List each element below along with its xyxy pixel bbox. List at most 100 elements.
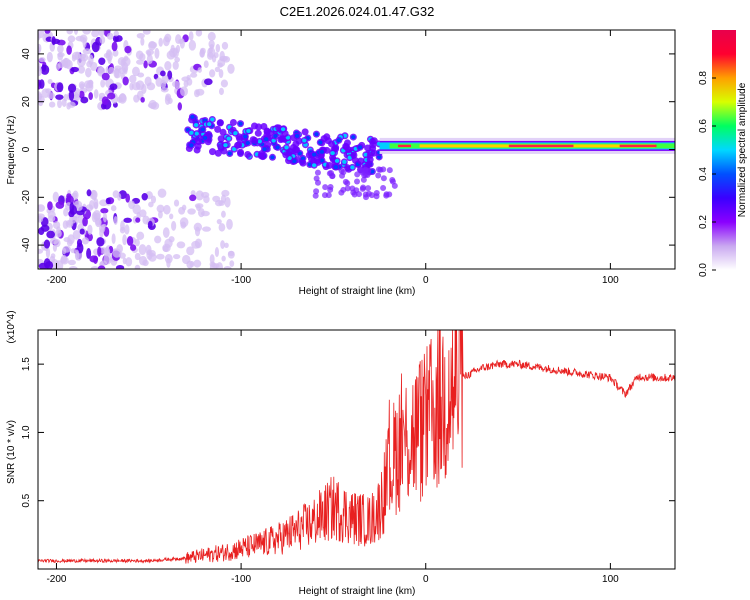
spectrogram-signal-blob <box>362 166 369 173</box>
spectrogram-signal-core <box>318 140 323 145</box>
spectrogram-signal-blob <box>237 148 245 156</box>
spectrogram-xtick-label: 0 <box>423 275 429 286</box>
spectrogram-noise-blob <box>206 51 214 60</box>
spectrogram-signal-blob <box>263 127 271 135</box>
spectrogram-noise-blob <box>223 266 232 269</box>
spectrogram-noise-blob <box>77 65 86 74</box>
spectrogram-noise-blob <box>164 238 173 248</box>
spectrogram-signal-core <box>189 130 194 135</box>
spectrogram-noise-blob <box>195 30 203 37</box>
spectrogram-signal-core <box>351 135 356 140</box>
spectrogram-xtick-label: -100 <box>231 275 251 286</box>
spectrogram-noise-blob <box>57 52 64 61</box>
spectrogram-signal-core <box>245 140 251 145</box>
spectrogram-signal-core <box>300 156 306 161</box>
spectrogram-noise-blob <box>156 253 165 260</box>
spectrogram-signal-core <box>210 117 215 122</box>
spectrogram-signal-core <box>262 147 267 152</box>
spectrogram-signal-core <box>243 134 248 139</box>
spectrogram-signal-blob <box>254 129 262 137</box>
spectrogram-noise-blob <box>154 235 162 244</box>
colorbar-tick-label: 0.0 <box>698 263 709 277</box>
spectrogram-noise-blob <box>170 44 175 53</box>
snr-ytick-label: 1.5 <box>21 357 32 371</box>
spectrogram-xtick-label: 100 <box>602 275 619 286</box>
spectrogram-signal-core <box>330 151 335 156</box>
spectrogram-noise-blob <box>148 40 157 51</box>
spectrogram-noise-blob <box>164 60 172 71</box>
spectrogram-noise-blob <box>133 94 140 103</box>
spectrogram-signal-core <box>280 127 286 132</box>
spectrogram-noise-blob <box>82 30 92 35</box>
spectrogram-noise-blob <box>136 32 145 39</box>
snr-multiplier: (x10^4) <box>6 310 17 343</box>
spectrogram-noise-blob <box>73 30 79 35</box>
spectrogram-signal-blob <box>364 161 372 169</box>
spectrogram-noise-blob <box>160 79 167 89</box>
spectrogram-signal-blob <box>338 189 345 196</box>
spectrogram-noise-blob <box>47 215 56 222</box>
spectrogram-signal-blob <box>313 175 320 182</box>
spectrogram-noise-blob <box>43 239 51 249</box>
spectrogram-noise-blob <box>175 34 182 45</box>
spectrogram-noise-blob <box>142 30 151 35</box>
spectrogram-signal-blob <box>209 148 217 156</box>
spectrogram-noise-blob <box>189 260 195 268</box>
spectrogram-noise-blob <box>125 257 133 267</box>
spectrogram-noise-blob <box>182 254 191 265</box>
spectrogram-noise-blob <box>114 35 123 42</box>
spectrogram-noise-blob <box>91 41 100 53</box>
spectrogram-signal-blob <box>214 125 222 133</box>
spectrogram-noise-blob <box>160 70 166 77</box>
spectrogram-signal-blob <box>229 118 237 126</box>
spectrogram-noise-blob <box>139 209 147 218</box>
spectrogram-noise-blob <box>122 257 127 265</box>
spectrogram-noise-blob <box>100 79 106 88</box>
spectrogram-signal-blob <box>361 172 368 179</box>
spectrogram-noise-blob <box>41 88 50 98</box>
spectrogram-noise-blob <box>40 224 50 232</box>
spectrogram-noise-blob <box>86 60 93 68</box>
spectrogram-noise-blob <box>79 228 85 235</box>
spectrogram-noise-blob <box>38 262 48 269</box>
snr-xtick-label: 100 <box>602 574 619 585</box>
spectrogram-noise-blob <box>126 236 134 246</box>
spectrogram-noise-blob <box>123 217 132 223</box>
snr-panel: -200 -100 0 100 0.5 1.0 1.5 Height of straight… <box>6 310 676 597</box>
spectrogram-signal-blob <box>389 178 396 185</box>
spectrogram-signal-core <box>336 138 342 143</box>
spectrogram-noise-blob <box>67 83 77 93</box>
spectrogram-noise-blob <box>227 63 235 74</box>
snr-axes: -200 -100 0 100 0.5 1.0 1.5 <box>21 330 675 585</box>
spectrogram-signal-blob <box>217 135 225 143</box>
spectrogram-noise-blob <box>160 87 169 93</box>
spectrogram-signal-core <box>271 138 276 143</box>
spectrogram-signal-core <box>292 159 297 164</box>
spectrogram-noise-blob <box>134 264 141 269</box>
colorbar-tick-label: 0.6 <box>698 119 709 133</box>
spectrogram-signal-core <box>294 133 300 138</box>
spectrogram-noise-blob <box>46 51 53 63</box>
spectrogram-noise-blob <box>179 217 189 228</box>
spectrogram-signal-core <box>223 143 228 148</box>
spectrogram-signal-blob <box>375 166 382 173</box>
spectrogram-signal-blob <box>355 191 362 198</box>
spectrogram-noise-blob <box>85 67 92 78</box>
spectrogram-band-max <box>619 144 657 148</box>
spectrogram-noise-blob <box>79 83 85 90</box>
spectrogram-noise-blob <box>175 44 181 54</box>
spectrogram-noise-blob <box>162 227 170 238</box>
spectrogram-noise-blob <box>76 56 86 67</box>
spectrogram-noise-blob <box>51 38 61 45</box>
spectrogram-noise-blob <box>143 60 148 69</box>
spectrogram-signal-blob <box>364 144 372 152</box>
spectrogram-noise-blob <box>68 266 78 269</box>
snr-xtick-label: -200 <box>46 574 66 585</box>
spectrogram-noise-blob <box>118 93 127 104</box>
spectrogram-noise-blob <box>216 262 223 269</box>
spectrogram-signal-blob <box>344 185 351 192</box>
spectrogram-noise-blob <box>47 78 53 85</box>
spectrogram-noise-blob <box>52 191 59 203</box>
spectrogram-signal-blob <box>380 166 387 173</box>
